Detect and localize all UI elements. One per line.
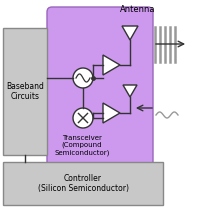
Polygon shape xyxy=(122,26,138,40)
Text: Transceiver
(Compound
Semiconductor): Transceiver (Compound Semiconductor) xyxy=(54,134,110,155)
Text: Baseband
Circuits: Baseband Circuits xyxy=(6,82,44,101)
FancyBboxPatch shape xyxy=(3,162,163,205)
FancyBboxPatch shape xyxy=(3,28,47,155)
Circle shape xyxy=(73,68,93,88)
Circle shape xyxy=(73,108,93,128)
FancyBboxPatch shape xyxy=(47,7,153,167)
Polygon shape xyxy=(103,103,120,123)
Polygon shape xyxy=(123,85,137,97)
Polygon shape xyxy=(103,55,120,75)
Text: Antenna: Antenna xyxy=(120,5,156,14)
Text: Controller
(Silicon Semiconductor): Controller (Silicon Semiconductor) xyxy=(38,174,128,193)
